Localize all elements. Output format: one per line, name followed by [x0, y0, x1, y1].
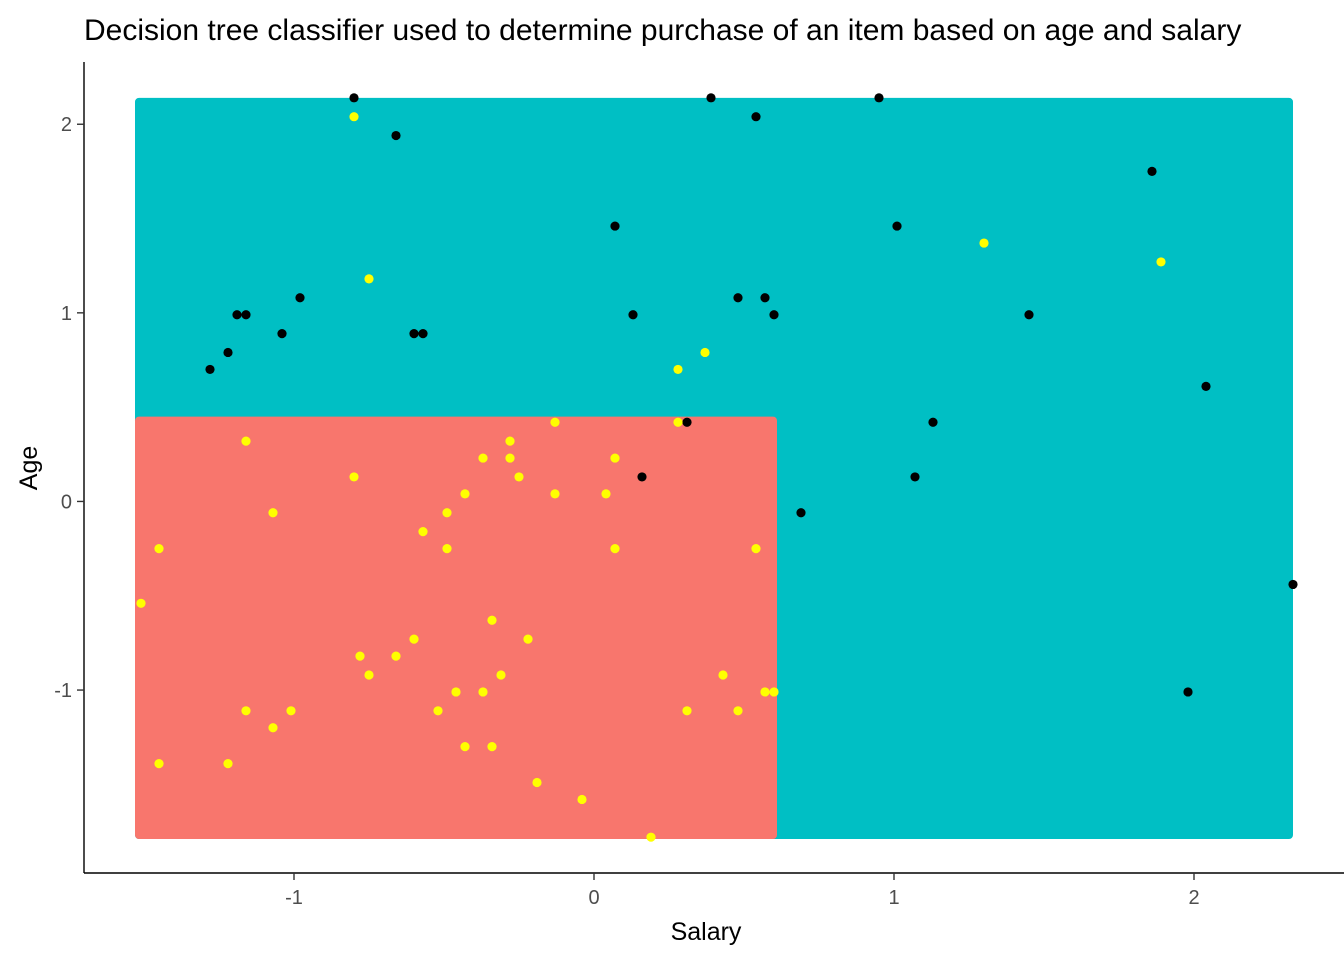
data-point — [796, 508, 806, 518]
data-point — [223, 347, 233, 358]
decision-regions — [135, 97, 1293, 840]
data-point — [610, 221, 620, 231]
x-axis-title: Salary — [671, 918, 742, 946]
data-point — [523, 634, 533, 644]
data-point — [391, 651, 401, 661]
data-point — [1024, 310, 1034, 320]
data-point — [433, 706, 443, 716]
data-point — [874, 93, 884, 103]
y-tick-label: 2 — [61, 114, 72, 136]
data-point — [349, 472, 359, 482]
y-ticks: -1 0 1 2 — [54, 114, 84, 702]
x-tick-label: 0 — [588, 887, 599, 909]
data-point — [910, 472, 920, 482]
y-axis-title: Age — [15, 446, 43, 490]
data-point — [277, 328, 287, 339]
data-point — [487, 615, 497, 625]
data-point — [610, 453, 620, 463]
data-point — [682, 706, 692, 716]
data-point — [460, 489, 470, 499]
data-points — [136, 93, 1298, 842]
data-point — [505, 453, 515, 463]
data-point — [514, 472, 524, 482]
data-point — [751, 544, 761, 554]
data-point — [241, 436, 251, 446]
data-point — [700, 347, 710, 358]
data-point — [760, 293, 770, 303]
data-point — [154, 759, 164, 769]
data-point — [706, 93, 716, 103]
data-point — [532, 777, 542, 788]
data-point — [1288, 579, 1298, 590]
data-point — [349, 93, 359, 103]
data-point — [637, 472, 647, 482]
data-point — [769, 687, 779, 697]
y-tick-label: 1 — [61, 303, 72, 325]
data-point — [205, 364, 215, 375]
data-point — [295, 293, 305, 303]
chart-title: Decision tree classifier used to determi… — [84, 14, 1241, 47]
data-point — [364, 274, 374, 284]
data-point — [349, 112, 359, 122]
data-point — [550, 489, 560, 499]
data-point — [1183, 687, 1193, 697]
data-point — [769, 310, 779, 320]
data-point — [268, 723, 278, 733]
data-point — [409, 634, 419, 644]
data-point — [505, 436, 515, 446]
data-point — [601, 489, 611, 499]
data-point — [391, 130, 401, 141]
data-point — [682, 417, 692, 427]
data-point — [418, 527, 428, 537]
x-ticks: -1 0 1 2 — [285, 873, 1200, 909]
data-point — [646, 832, 656, 842]
data-point — [451, 687, 461, 697]
data-point — [232, 310, 242, 320]
data-point — [409, 328, 419, 339]
data-point — [241, 706, 251, 716]
data-point — [628, 310, 638, 320]
data-point — [550, 417, 560, 427]
data-point — [442, 508, 452, 518]
data-point — [223, 759, 233, 769]
data-point — [268, 508, 278, 518]
data-point — [154, 544, 164, 554]
data-point — [1147, 166, 1157, 176]
data-point — [979, 238, 989, 248]
data-point — [673, 417, 683, 427]
data-point — [478, 453, 488, 463]
x-tick-label: 1 — [888, 887, 899, 909]
data-point — [286, 706, 296, 716]
y-tick-label: -1 — [54, 680, 72, 702]
data-point — [928, 417, 938, 427]
data-point — [577, 794, 587, 805]
x-tick-label: -1 — [285, 887, 303, 909]
data-point — [442, 544, 452, 554]
data-point — [1156, 257, 1166, 267]
data-point — [760, 687, 770, 697]
data-point — [751, 112, 761, 122]
data-point — [460, 742, 470, 752]
x-tick-label: 2 — [1188, 887, 1199, 909]
data-point — [478, 687, 488, 697]
region-no-purchase — [135, 416, 777, 840]
data-point — [364, 670, 374, 680]
axes: -1 0 1 2 -1 0 1 2 — [54, 62, 1344, 909]
data-point — [136, 598, 146, 608]
data-point — [733, 293, 743, 303]
data-point — [496, 670, 506, 680]
plot-panel — [135, 93, 1298, 842]
data-point — [718, 670, 728, 680]
data-point — [733, 706, 743, 716]
y-tick-label: 0 — [61, 491, 72, 513]
data-point — [610, 544, 620, 554]
data-point — [418, 328, 428, 339]
data-point — [1201, 381, 1211, 391]
data-point — [487, 742, 497, 752]
data-point — [355, 651, 365, 661]
data-point — [892, 221, 902, 231]
data-point — [241, 310, 251, 320]
data-point — [673, 364, 683, 375]
